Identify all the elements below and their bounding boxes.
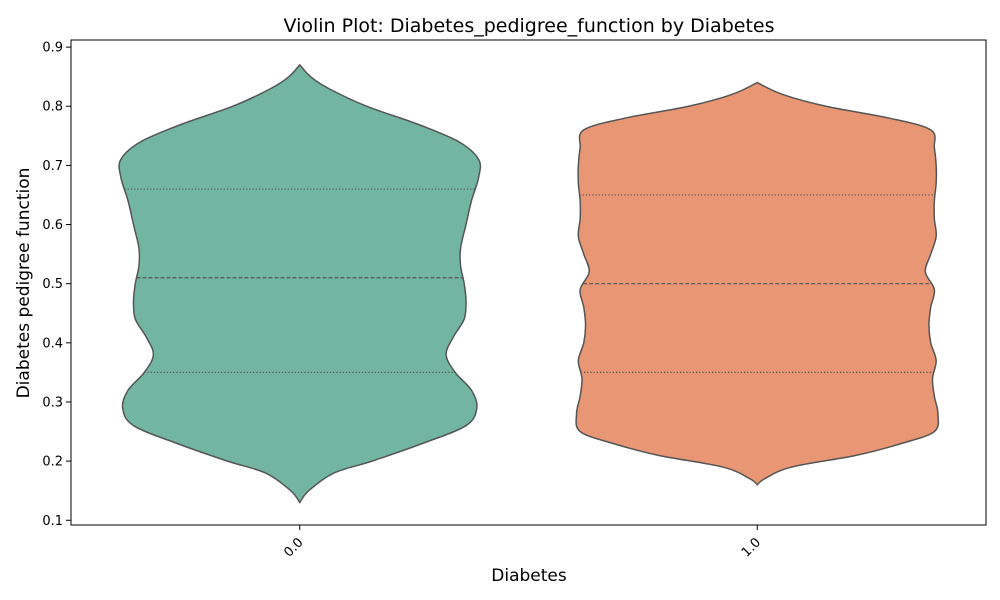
y-axis: 0.1 0.2 0.3 0.4 0.5 0.6 0.7 0.8 0.9 (42, 41, 71, 529)
violin-body-0.0 (118, 63, 482, 504)
y-tick-label: 0.4 (42, 336, 63, 351)
y-tick-label: 0.2 (42, 455, 63, 470)
x-axis: 0.0 1.0 (281, 525, 764, 560)
y-tick-label: 0.8 (42, 100, 63, 115)
y-tick-label: 0.5 (42, 277, 63, 292)
x-tick-label: 1.0 (739, 535, 764, 560)
x-tick-label: 0.0 (281, 535, 306, 560)
y-tick-label: 0.1 (42, 514, 63, 529)
x-axis-label: Diabetes (491, 566, 567, 586)
chart-title: Violin Plot: Diabetes_pedigree_function … (284, 15, 775, 37)
y-tick-label: 0.3 (42, 395, 63, 410)
y-axis-label: Diabetes pedigree function (14, 168, 34, 399)
plot-frame (70, 39, 987, 526)
y-tick-label: 0.6 (42, 218, 63, 233)
plot-area (118, 63, 940, 504)
y-tick-label: 0.9 (42, 41, 63, 56)
y-tick-label: 0.7 (42, 159, 63, 174)
